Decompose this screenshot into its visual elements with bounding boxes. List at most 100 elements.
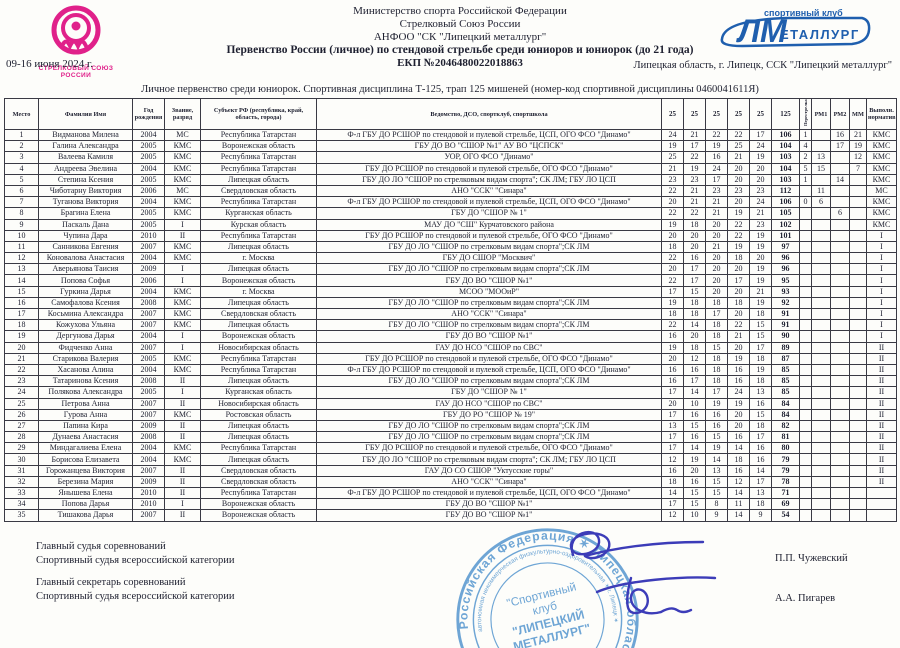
cell: Кожухова Ульяна bbox=[38, 319, 133, 332]
cell: 17 bbox=[830, 140, 850, 153]
cell: 18 bbox=[749, 352, 772, 365]
cell: II bbox=[866, 408, 897, 421]
cell: 23 bbox=[727, 184, 750, 198]
cell: 105 bbox=[771, 207, 800, 220]
cell bbox=[866, 509, 897, 522]
cell: 18 bbox=[661, 475, 684, 489]
cell bbox=[849, 375, 867, 388]
cell bbox=[830, 330, 850, 343]
cell: 18 bbox=[705, 375, 728, 388]
cell: 22 bbox=[661, 207, 684, 220]
cell bbox=[849, 252, 867, 265]
cell: Дунаева Анастасия bbox=[38, 431, 133, 444]
cell: 22 bbox=[727, 319, 750, 332]
col-shootoff: Перестрелка bbox=[799, 98, 812, 130]
cell: ГБУ ДО "СШОР № 1" bbox=[316, 386, 662, 399]
cell bbox=[830, 341, 850, 354]
cell: II bbox=[866, 352, 897, 365]
cell: 21 bbox=[683, 128, 706, 142]
cell: ГБУ ДО РСШОР по стендовой и пулевой стре… bbox=[316, 162, 662, 175]
cell: Республика Татарстан bbox=[200, 151, 317, 164]
cell: 12 bbox=[661, 509, 684, 522]
cell: 2010 bbox=[132, 486, 165, 500]
cell: 19 bbox=[749, 229, 772, 242]
cell: КМС bbox=[164, 162, 201, 175]
cell bbox=[811, 296, 831, 310]
svg-text:спортивный клуб: спортивный клуб bbox=[764, 8, 843, 18]
cell: 12 bbox=[683, 352, 706, 365]
cell: 2007 bbox=[132, 240, 165, 254]
cell: 20 bbox=[749, 252, 772, 265]
cell: Брагина Елена bbox=[38, 207, 133, 220]
cell: I bbox=[866, 319, 897, 332]
cell: 22 bbox=[4, 363, 39, 377]
cell: 81 bbox=[771, 431, 800, 444]
cell: КМС bbox=[164, 240, 201, 254]
cell: 21 bbox=[749, 207, 772, 220]
cell: 8 bbox=[705, 498, 728, 511]
cell: 106 bbox=[771, 196, 800, 209]
cell: 31 bbox=[4, 464, 39, 477]
cell: Свердловская область bbox=[200, 475, 317, 489]
cell: ГБУ ДО РСШОР по стендовой и пулевой стре… bbox=[316, 352, 662, 365]
cell bbox=[830, 352, 850, 365]
cell: 2007 bbox=[132, 464, 165, 477]
cell bbox=[849, 274, 867, 287]
cell: 17 bbox=[661, 442, 684, 455]
cell: 30 bbox=[4, 453, 39, 466]
cell: 1 bbox=[4, 128, 39, 142]
cell: 22 bbox=[661, 274, 684, 287]
cell: 96 bbox=[771, 252, 800, 265]
cell: ГАУ ДО СО СШОР "Уктусские горы" bbox=[316, 464, 662, 477]
cell: 16 bbox=[705, 151, 728, 164]
cell: Липецкая область bbox=[200, 375, 317, 388]
chief-judge-category: Спортивный судья всероссийской категории bbox=[36, 554, 235, 566]
cell: II bbox=[866, 419, 897, 433]
cell bbox=[799, 431, 812, 444]
cell: 14 bbox=[4, 274, 39, 287]
cell: Ф-л ГБУ ДО РСШОР по стендовой и пулевой … bbox=[316, 196, 662, 209]
cell: ГБУ ДО СШОР "Москвич" bbox=[316, 252, 662, 265]
cell: Самофалова Ксения bbox=[38, 296, 133, 310]
cell: КМС bbox=[164, 296, 201, 310]
cell bbox=[849, 498, 867, 511]
cell: 2007 bbox=[132, 397, 165, 410]
cell: 22 bbox=[727, 229, 750, 242]
cell bbox=[830, 419, 850, 433]
cell: 102 bbox=[771, 218, 800, 231]
cell bbox=[849, 285, 867, 298]
cell: УОР, ОГО ФСО "Динамо" bbox=[316, 151, 662, 164]
table-row: 12 Коновалова Анастасия 2004 КМС г. Москва ГБ… bbox=[4, 252, 897, 265]
cell bbox=[799, 408, 812, 421]
cell: 17 bbox=[4, 307, 39, 321]
cell: 16 bbox=[4, 296, 39, 310]
cell bbox=[849, 431, 867, 444]
cell: Липецкая область bbox=[200, 296, 317, 310]
cell bbox=[799, 229, 812, 242]
table-row: 27 Папина Кира 2009 II Липецкая область ГБУ Д… bbox=[4, 419, 897, 433]
cell bbox=[849, 296, 867, 310]
cell: 2007 bbox=[132, 408, 165, 421]
cell: 85 bbox=[771, 363, 800, 377]
cell bbox=[830, 386, 850, 399]
cell: Республика Татарстан bbox=[200, 442, 317, 455]
cell: Республика Татарстан bbox=[200, 229, 317, 242]
chief-secretary-block: Главный секретарь соревнований Спортивны… bbox=[36, 576, 235, 603]
cell: 14 bbox=[705, 453, 728, 466]
cell bbox=[799, 218, 812, 231]
table-row: 4 Андреева Эвелина 2004 КМС Республика Татар… bbox=[4, 162, 897, 175]
cell bbox=[830, 218, 850, 231]
cell: Аверьянова Таисия bbox=[38, 263, 133, 276]
cell: 20 bbox=[683, 330, 706, 343]
cell: Липецкая область bbox=[200, 453, 317, 466]
cell: 17 bbox=[661, 408, 684, 421]
cell: II bbox=[866, 386, 897, 399]
secretary-signature-icon bbox=[595, 576, 717, 615]
cell: 2005 bbox=[132, 151, 165, 164]
cell: 18 bbox=[683, 218, 706, 231]
cell: Татаринова Ксения bbox=[38, 375, 133, 388]
cell: КМС bbox=[164, 173, 201, 186]
cell: 21 bbox=[4, 352, 39, 365]
table-row: 20 Фидченко Анна 2007 I Новосибирская област… bbox=[4, 341, 897, 354]
cell: Янышева Елена bbox=[38, 486, 133, 500]
